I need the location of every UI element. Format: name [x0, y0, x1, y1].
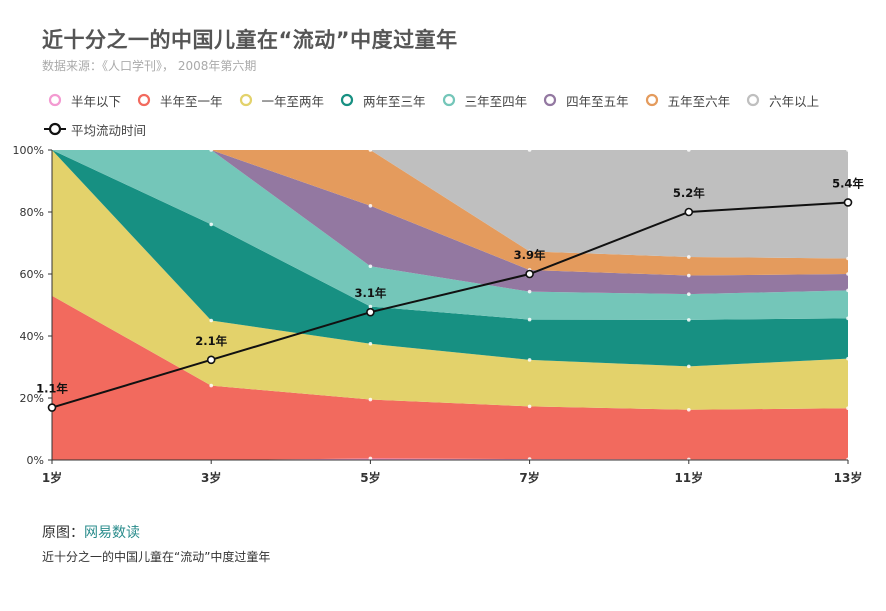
boundary-dot — [209, 148, 213, 152]
legend-marker-icon — [442, 93, 455, 107]
source-label: 原图： — [42, 525, 84, 541]
legend-marker-icon — [543, 93, 557, 107]
legend-item[interactable]: 半年至一年 — [133, 90, 223, 110]
y-tick-label: 60% — [20, 268, 44, 281]
boundary-dot — [368, 397, 373, 402]
x-tick-label: 11岁 — [674, 470, 703, 485]
legend-label: 平均流动时间 — [71, 122, 147, 138]
chart-caption: 近十分之一的中国儿童在“流动”中度过童年 — [42, 550, 271, 564]
boundary-dot — [687, 364, 691, 369]
legend-item-line[interactable]: 平均流动时间 — [44, 119, 146, 139]
boundary-dot — [687, 318, 691, 322]
area-五年至六年 — [52, 150, 848, 276]
y-tick-label: 0% — [27, 454, 44, 467]
boundary-dot — [368, 456, 373, 461]
boundary-dot — [846, 316, 850, 321]
data-label: 3.9年 — [514, 248, 546, 262]
boundary-dot — [687, 292, 691, 296]
boundary-dot — [368, 341, 373, 346]
legend-item[interactable]: 四年至五年 — [539, 90, 629, 110]
x-tick-label: 13岁 — [834, 470, 863, 485]
legend-item[interactable]: 一年至两年 — [235, 90, 325, 110]
data-label: 5.2年 — [673, 186, 705, 200]
y-tick-label: 40% — [20, 330, 44, 343]
boundary-dot — [846, 148, 850, 152]
boundary-dot — [368, 304, 373, 309]
legend-item[interactable]: 两年至三年 — [336, 90, 426, 110]
boundary-dot — [687, 148, 691, 152]
x-tick-label: 7岁 — [519, 470, 539, 485]
legend-label: 六年以上 — [769, 93, 820, 109]
x-tick-label: 1岁 — [42, 470, 62, 485]
boundary-dot — [368, 204, 373, 208]
legend-line-row: 平均流动时间 — [44, 119, 158, 140]
boundary-dot — [209, 318, 213, 323]
boundary-dot — [527, 289, 532, 294]
legend-marker-icon — [340, 93, 354, 107]
boundary-dot — [846, 406, 850, 411]
data-label: 1.1年 — [36, 382, 68, 396]
source-link[interactable]: 网易数读 — [84, 525, 140, 541]
source-credit: 原图：网易数读 — [42, 522, 140, 542]
boundary-dot — [527, 317, 532, 322]
boundary-dot — [846, 288, 850, 293]
legend-line-marker-icon — [44, 122, 66, 136]
area-半年至一年 — [52, 295, 848, 460]
legend-item[interactable]: 五年至六年 — [641, 90, 731, 110]
line-point — [206, 355, 216, 365]
boundary-dot — [687, 407, 691, 412]
x-tick-label: 3岁 — [201, 470, 221, 485]
legend-item[interactable]: 半年以下 — [44, 90, 121, 110]
legend-marker-icon — [48, 93, 62, 107]
line-point — [684, 207, 694, 217]
boundary-dot — [846, 356, 850, 361]
legend-marker-icon — [747, 93, 760, 107]
boundary-dot — [527, 249, 532, 254]
y-tick-label: 100% — [13, 144, 44, 157]
boundary-dot — [687, 255, 691, 259]
area-一年至两年 — [52, 150, 848, 410]
line-point — [47, 403, 57, 412]
legend: 半年以下 半年至一年 一年至两年 两年至三年 三年至四年 四年至五年 五年至六年 六年以上 — [44, 90, 874, 111]
boundary-dot — [846, 272, 850, 276]
legend-marker-icon — [645, 93, 658, 107]
chart-title: 近十分之一的中国儿童在“流动”中度过童年 — [42, 28, 458, 52]
legend-label: 五年至六年 — [667, 93, 731, 109]
boundary-dot — [209, 383, 213, 388]
line-point — [366, 307, 375, 317]
data-label: 2.1年 — [195, 334, 227, 348]
legend-marker-icon — [137, 93, 151, 107]
data-label: 3.1年 — [354, 286, 386, 300]
boundary-dot — [368, 264, 373, 269]
boundary-dot — [527, 148, 532, 152]
legend-label: 四年至五年 — [566, 93, 629, 109]
area-四年至五年 — [52, 150, 848, 295]
area-六年以上 — [52, 150, 848, 259]
line-point — [525, 269, 534, 279]
boundary-dot — [368, 148, 373, 152]
y-tick-label: 80% — [20, 206, 44, 219]
legend-label: 半年至一年 — [160, 93, 223, 109]
boundary-dot — [209, 222, 213, 227]
x-tick-label: 5岁 — [360, 470, 380, 485]
boundary-dot — [846, 256, 850, 261]
chart-subtitle: 数据来源：《人口学刊》， 2008年第六期 — [42, 59, 257, 73]
legend-label: 半年以下 — [71, 93, 122, 109]
legend-item[interactable]: 三年至四年 — [438, 90, 528, 110]
area-两年至三年 — [52, 150, 848, 367]
boundary-dot — [687, 273, 691, 278]
area-三年至四年 — [52, 150, 848, 320]
legend-item[interactable]: 六年以上 — [742, 90, 819, 110]
boundary-dot — [527, 358, 532, 362]
data-label: 5.4年 — [832, 176, 864, 190]
legend-label: 三年至四年 — [464, 93, 528, 109]
legend-marker-icon — [239, 93, 252, 107]
line-series-avg — [51, 201, 849, 409]
y-tick-label: 20% — [20, 392, 44, 405]
line-point — [843, 198, 853, 207]
legend-label: 一年至两年 — [261, 93, 325, 109]
legend-label: 两年至三年 — [363, 93, 426, 109]
boundary-dot — [527, 404, 532, 409]
